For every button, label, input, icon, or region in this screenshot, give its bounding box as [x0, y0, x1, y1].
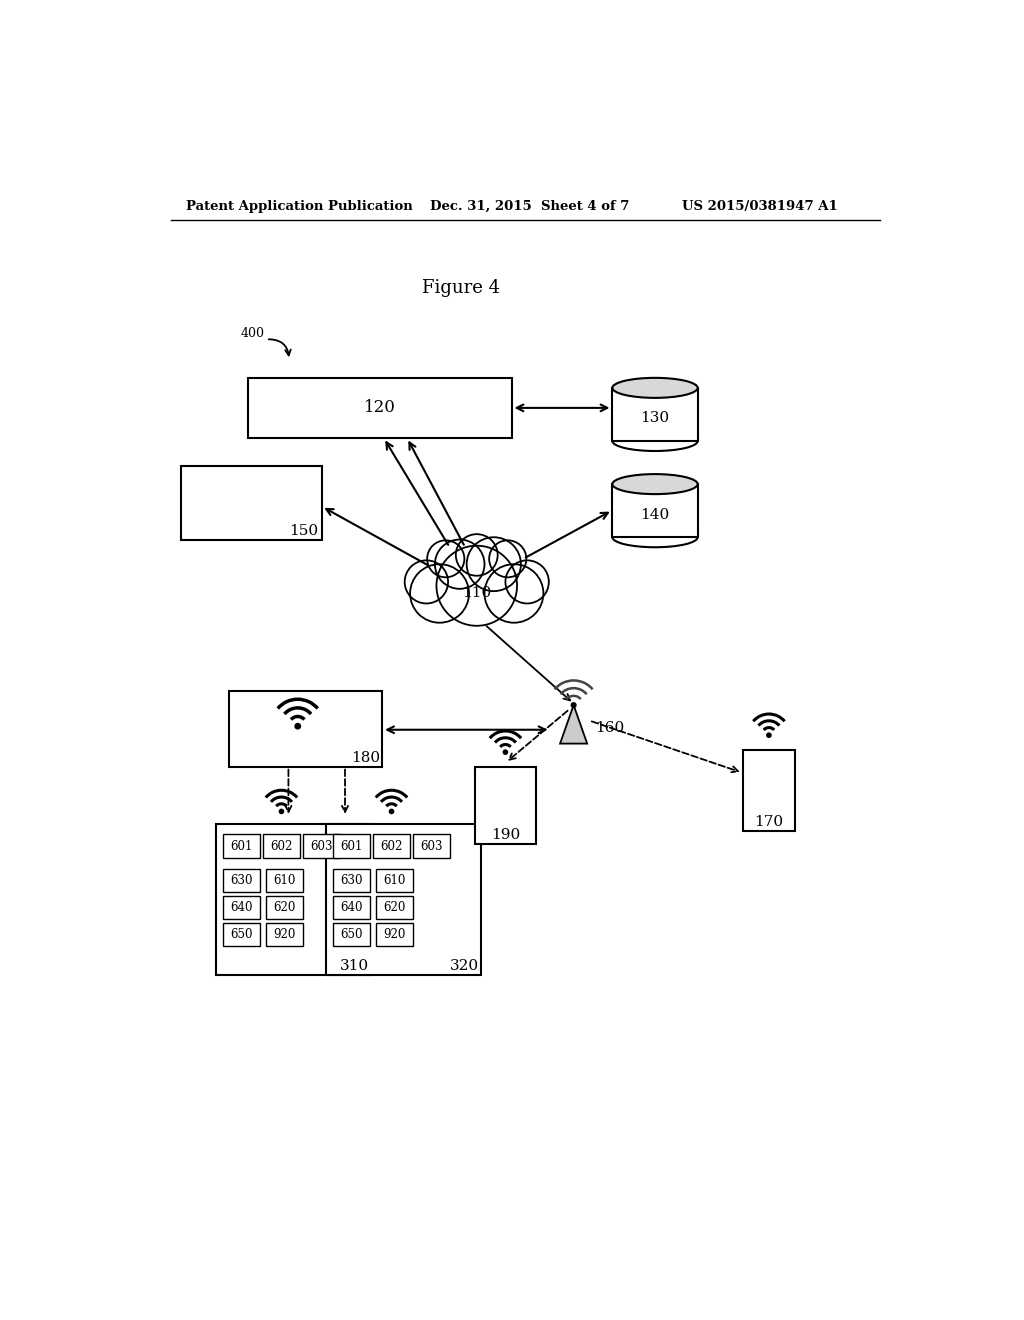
Text: 110: 110 [462, 586, 492, 601]
Text: 602: 602 [270, 840, 293, 853]
Circle shape [503, 750, 508, 754]
Circle shape [467, 537, 521, 591]
Circle shape [435, 540, 484, 589]
Bar [222, 923, 260, 946]
Text: 170: 170 [755, 814, 783, 829]
Bar [376, 923, 414, 946]
Text: 190: 190 [490, 828, 520, 842]
Text: 620: 620 [273, 902, 296, 915]
Bar [222, 834, 260, 858]
Bar [180, 466, 322, 540]
Circle shape [506, 561, 549, 603]
Text: 650: 650 [340, 928, 362, 941]
Circle shape [404, 561, 449, 603]
Bar [376, 896, 414, 919]
Circle shape [767, 733, 771, 738]
Text: 920: 920 [273, 928, 296, 941]
Bar [326, 825, 480, 974]
Text: 320: 320 [450, 960, 479, 973]
Text: 601: 601 [230, 840, 252, 853]
Text: 610: 610 [273, 874, 296, 887]
Text: 920: 920 [383, 928, 406, 941]
Circle shape [456, 535, 498, 576]
Ellipse shape [612, 378, 697, 397]
Text: 310: 310 [340, 960, 369, 973]
Circle shape [571, 702, 575, 708]
Bar [376, 869, 414, 892]
Text: 603: 603 [421, 840, 443, 853]
Text: 603: 603 [310, 840, 333, 853]
Bar [612, 484, 697, 537]
Circle shape [489, 540, 526, 577]
Circle shape [484, 564, 544, 623]
Text: 400: 400 [241, 327, 264, 341]
Bar [333, 896, 370, 919]
Text: 160: 160 [595, 721, 625, 735]
Bar [475, 767, 536, 843]
Bar [216, 825, 371, 974]
Text: 610: 610 [383, 874, 406, 887]
Text: Dec. 31, 2015  Sheet 4 of 7: Dec. 31, 2015 Sheet 4 of 7 [430, 199, 630, 213]
Bar [266, 869, 303, 892]
Bar [742, 750, 796, 830]
Text: 150: 150 [290, 524, 318, 539]
Bar [303, 834, 340, 858]
Bar [263, 834, 300, 858]
Circle shape [436, 545, 517, 626]
Bar [222, 896, 260, 919]
Bar [228, 692, 382, 767]
Bar [333, 834, 370, 858]
Text: US 2015/0381947 A1: US 2015/0381947 A1 [682, 199, 838, 213]
Circle shape [410, 564, 469, 623]
Circle shape [280, 809, 284, 813]
Bar [266, 923, 303, 946]
Text: 120: 120 [364, 400, 396, 416]
Text: 601: 601 [340, 840, 362, 853]
Bar [612, 388, 697, 441]
Text: 180: 180 [351, 751, 381, 766]
Bar [333, 869, 370, 892]
Circle shape [427, 540, 464, 577]
Text: 602: 602 [380, 840, 402, 853]
Bar [373, 834, 410, 858]
Bar [266, 896, 303, 919]
Text: Figure 4: Figure 4 [422, 279, 501, 297]
Polygon shape [560, 705, 587, 743]
Text: 140: 140 [640, 507, 670, 521]
Text: 650: 650 [230, 928, 252, 941]
Text: 630: 630 [340, 874, 362, 887]
Ellipse shape [612, 474, 697, 494]
Text: 640: 640 [230, 902, 252, 915]
Text: 640: 640 [340, 902, 362, 915]
Circle shape [389, 809, 393, 813]
Text: 620: 620 [383, 902, 406, 915]
Text: 630: 630 [230, 874, 252, 887]
Bar [248, 378, 512, 438]
Circle shape [295, 723, 300, 729]
Bar [414, 834, 451, 858]
Bar [222, 869, 260, 892]
Text: 130: 130 [640, 412, 670, 425]
Bar [333, 923, 370, 946]
Text: Patent Application Publication: Patent Application Publication [186, 199, 413, 213]
